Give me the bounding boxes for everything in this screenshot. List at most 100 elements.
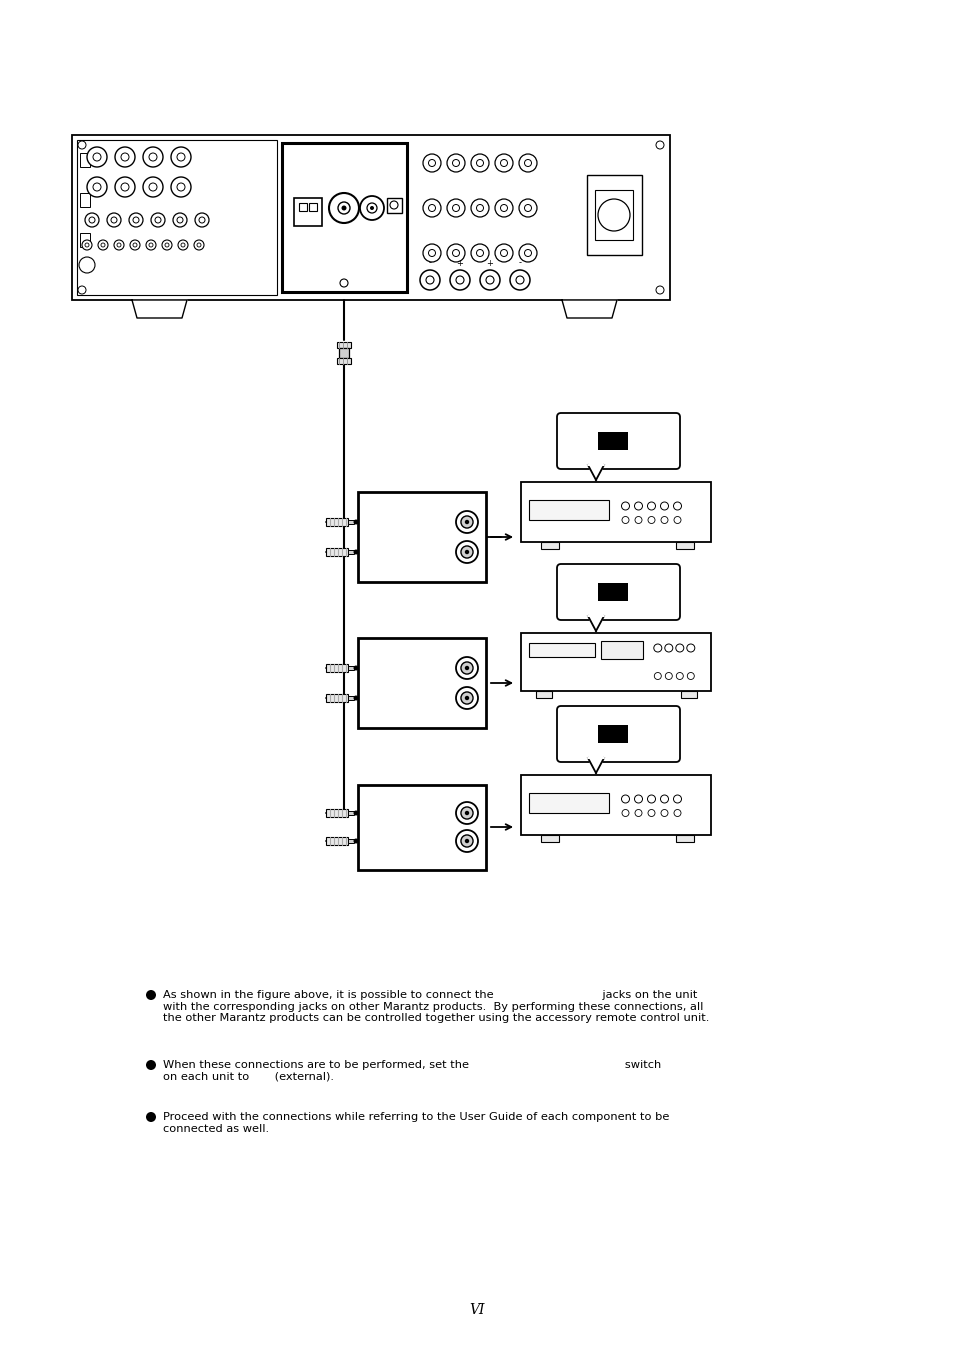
FancyBboxPatch shape	[557, 707, 679, 762]
Circle shape	[656, 141, 663, 149]
Polygon shape	[587, 465, 603, 480]
Bar	[520, 775, 710, 835]
Circle shape	[113, 240, 124, 250]
Bar	[336, 358, 351, 363]
Circle shape	[422, 245, 440, 262]
Bar	[348, 696, 354, 700]
Circle shape	[471, 199, 489, 218]
Polygon shape	[587, 616, 603, 631]
Bar	[540, 835, 558, 842]
Bar	[71, 135, 669, 300]
Text: +: +	[486, 258, 493, 267]
Circle shape	[181, 243, 185, 247]
Circle shape	[85, 213, 99, 227]
Bar	[600, 640, 642, 659]
Circle shape	[460, 692, 473, 704]
Circle shape	[621, 809, 628, 816]
Bar	[540, 542, 558, 549]
Circle shape	[495, 245, 513, 262]
Text: As shown in the figure above, it is possible to connect the                     : As shown in the figure above, it is poss…	[163, 990, 709, 1023]
Circle shape	[620, 794, 629, 802]
Bar	[357, 492, 485, 582]
Circle shape	[464, 666, 469, 670]
Circle shape	[471, 245, 489, 262]
Circle shape	[621, 516, 628, 523]
Bar	[326, 838, 348, 844]
Circle shape	[447, 245, 464, 262]
Circle shape	[686, 673, 694, 680]
Circle shape	[516, 276, 523, 284]
Circle shape	[476, 204, 483, 212]
Circle shape	[464, 811, 469, 815]
Circle shape	[510, 270, 530, 290]
Circle shape	[92, 182, 101, 190]
Circle shape	[354, 839, 358, 843]
Polygon shape	[132, 300, 187, 317]
Circle shape	[177, 153, 185, 161]
Circle shape	[659, 794, 668, 802]
Circle shape	[390, 201, 397, 209]
Bar	[598, 432, 628, 450]
Bar	[520, 634, 710, 690]
Circle shape	[656, 286, 663, 295]
Circle shape	[78, 286, 86, 295]
Circle shape	[518, 199, 537, 218]
Circle shape	[115, 147, 135, 168]
Circle shape	[354, 520, 358, 524]
Circle shape	[476, 159, 483, 166]
Circle shape	[79, 257, 95, 273]
Circle shape	[177, 182, 185, 190]
Circle shape	[659, 503, 668, 509]
FancyBboxPatch shape	[557, 563, 679, 620]
Circle shape	[495, 199, 513, 218]
Circle shape	[660, 809, 667, 816]
Circle shape	[149, 153, 157, 161]
Circle shape	[598, 199, 629, 231]
Bar	[80, 193, 90, 207]
Circle shape	[485, 276, 494, 284]
Text: VI: VI	[469, 1302, 484, 1317]
Circle shape	[101, 243, 105, 247]
Circle shape	[419, 270, 439, 290]
Circle shape	[495, 154, 513, 172]
Circle shape	[460, 807, 473, 819]
Circle shape	[635, 516, 641, 523]
Circle shape	[460, 546, 473, 558]
Circle shape	[154, 218, 161, 223]
Circle shape	[464, 696, 469, 700]
Circle shape	[464, 550, 469, 554]
Bar	[326, 517, 348, 526]
Circle shape	[464, 839, 469, 843]
Circle shape	[171, 147, 191, 168]
Bar	[357, 785, 485, 870]
Bar	[348, 839, 354, 843]
Circle shape	[178, 240, 188, 250]
Circle shape	[464, 520, 469, 524]
Circle shape	[146, 990, 156, 1000]
Circle shape	[673, 503, 680, 509]
Circle shape	[354, 811, 358, 816]
Circle shape	[673, 794, 680, 802]
Circle shape	[162, 240, 172, 250]
Text: +: +	[456, 258, 463, 267]
Bar	[77, 141, 276, 295]
Circle shape	[130, 240, 140, 250]
Bar	[348, 520, 354, 524]
Circle shape	[111, 218, 117, 223]
Bar	[520, 482, 710, 542]
Circle shape	[78, 141, 86, 149]
Circle shape	[129, 213, 143, 227]
Circle shape	[196, 243, 201, 247]
Circle shape	[146, 1112, 156, 1121]
Circle shape	[428, 159, 435, 166]
Bar	[529, 793, 608, 813]
Circle shape	[367, 203, 376, 213]
Circle shape	[87, 177, 107, 197]
Circle shape	[654, 673, 660, 680]
Circle shape	[460, 835, 473, 847]
Circle shape	[341, 205, 346, 211]
Circle shape	[447, 199, 464, 218]
Circle shape	[85, 243, 89, 247]
Circle shape	[171, 177, 191, 197]
Bar	[298, 203, 307, 211]
